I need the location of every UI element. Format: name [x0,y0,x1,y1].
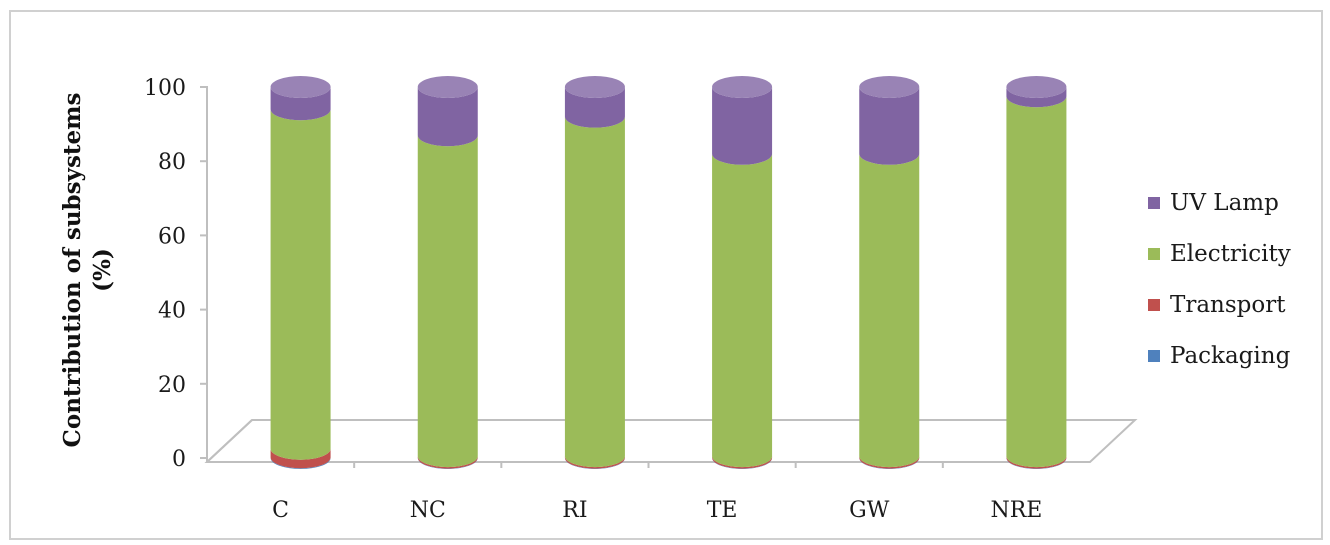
legend-item-transport: Transport [1148,292,1286,318]
segment-electricity [712,153,773,468]
segment-electricity [270,109,331,460]
floor-side-left [206,419,253,463]
segment-uv-lamp [712,87,773,165]
legend-label: Electricity [1170,241,1291,267]
legend-label: Transport [1170,292,1286,318]
legend-label: UV Lamp [1170,190,1279,216]
legend: UV Lamp Electricity Transport Packaging [1148,190,1291,369]
y-tick-label: 100 [144,76,186,101]
bar-top-cap [1006,76,1067,98]
segment-uv-lamp [417,87,478,147]
bar-c [270,76,331,469]
x-category-label: RI [562,498,587,523]
segment-electricity [859,153,920,468]
y-axis-title-line2: (%) [89,248,116,292]
x-category-label: NC [410,498,446,523]
y-tick-label: 20 [158,373,186,398]
segment-electricity [1006,96,1067,468]
segment-electricity [564,116,625,468]
y-axis-title-line1: Contribution of subsystems [59,93,86,448]
legend-swatch [1148,248,1160,260]
x-category-label: TE [707,498,738,523]
x-categories: C NC RI TE GW NRE [272,462,1042,523]
y-tick-label: 60 [158,224,186,249]
y-ticks: 0 20 40 60 80 100 [144,76,207,472]
axes [204,86,1138,463]
bar-nre [1006,76,1067,469]
legend-swatch [1148,197,1160,209]
y-tick-label: 80 [158,150,186,175]
chart-frame [9,10,1323,540]
legend-item-electricity: Electricity [1148,241,1291,267]
segment-uv-lamp [270,87,331,121]
legend-swatch [1148,299,1160,311]
bar-gw [859,76,920,469]
bar-top-cap [270,76,331,98]
segment-uv-lamp [1006,87,1067,108]
legend-swatch [1148,350,1160,362]
legend-item-packaging: Packaging [1148,343,1291,369]
segment-uv-lamp [859,87,920,165]
bar-te [712,76,773,469]
bar-top-cap [564,76,625,98]
bars [270,76,1067,469]
y-tick-label: 0 [172,447,186,472]
bar-ri [564,76,625,469]
bar-top-cap [712,76,773,98]
segment-uv-lamp [564,87,625,128]
legend-label: Packaging [1170,343,1291,369]
bar-nc [417,76,478,469]
x-category-label: C [272,498,289,523]
floor-plane [204,419,1138,463]
legend-item-uv-lamp: UV Lamp [1148,190,1279,216]
segment-electricity [417,135,478,468]
x-category-label: NRE [990,498,1042,523]
bar-top-cap [859,76,920,98]
segment-transport [270,448,331,469]
x-category-label: GW [849,498,890,523]
y-tick-label: 40 [158,299,186,324]
bar-top-cap [417,76,478,98]
